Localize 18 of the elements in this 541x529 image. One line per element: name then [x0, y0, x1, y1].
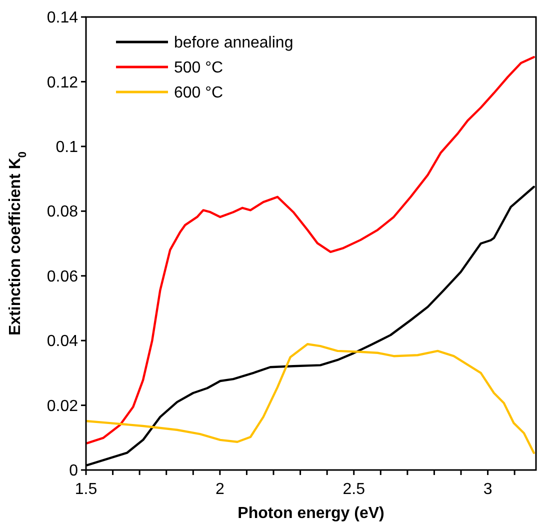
y-tick-label: 0.12 [46, 74, 78, 92]
line-series [86, 343, 535, 454]
y-tick-label: 0.02 [46, 398, 78, 415]
legend-label: before annealing [174, 34, 294, 52]
x-tick-label: 2 [215, 481, 224, 498]
x-axis-title: Photon energy (eV) [238, 505, 384, 522]
legend-label: 500 °C [174, 60, 224, 77]
x-tick-label: 1.5 [74, 481, 98, 498]
legend-label: 600 °C [174, 84, 224, 102]
y-tick-label: 0 [69, 462, 78, 480]
x-tick-label: 2.5 [342, 481, 366, 498]
y-tick-label: 0.1 [56, 139, 78, 156]
y-tick-label: 0.06 [46, 268, 78, 286]
line-series [86, 56, 535, 444]
y-tick-label: 0.04 [46, 333, 78, 350]
y-tick-label: 0.14 [46, 10, 78, 27]
y-tick-label: 0.08 [46, 204, 78, 221]
x-tick-label: 3 [483, 481, 492, 498]
